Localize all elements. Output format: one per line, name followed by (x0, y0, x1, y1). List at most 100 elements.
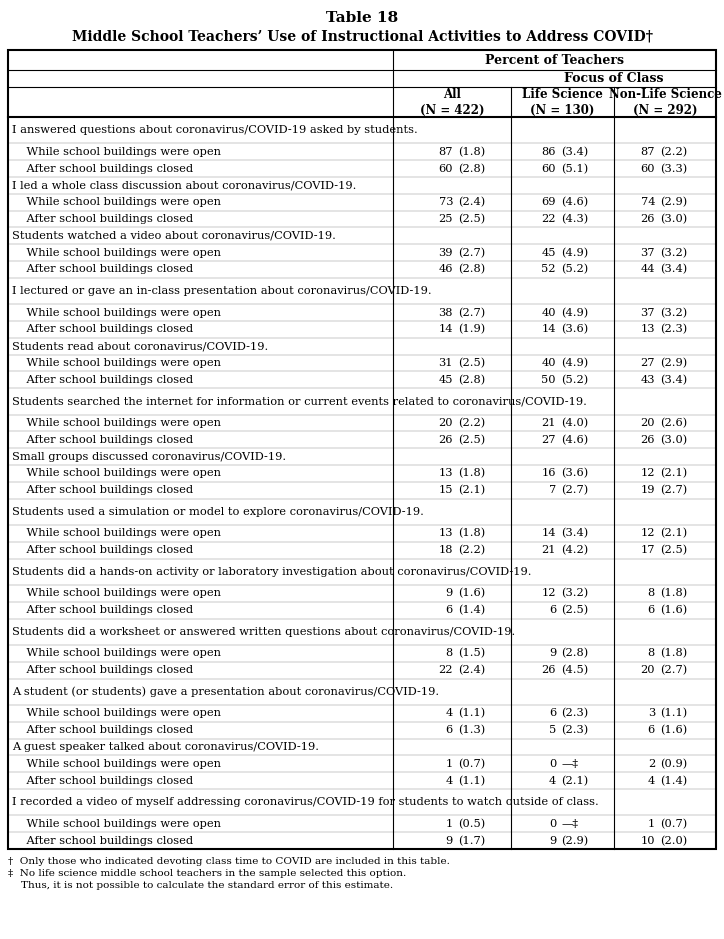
Text: —‡: —‡ (561, 819, 578, 829)
Text: (2.7): (2.7) (458, 307, 485, 317)
Text: 45: 45 (439, 375, 453, 385)
Text: While school buildings were open: While school buildings were open (12, 358, 221, 368)
Text: (1.1): (1.1) (660, 708, 687, 718)
Text: (2.5): (2.5) (660, 545, 687, 555)
Text: While school buildings were open: While school buildings were open (12, 649, 221, 658)
Text: (2.3): (2.3) (660, 324, 687, 334)
Text: Non-Life Science
(N = 292): Non-Life Science (N = 292) (609, 87, 721, 116)
Text: 7: 7 (549, 485, 556, 495)
Text: (2.5): (2.5) (458, 358, 485, 368)
Text: After school buildings closed: After school buildings closed (12, 836, 193, 846)
Text: (4.6): (4.6) (561, 435, 588, 445)
Text: (2.3): (2.3) (561, 725, 588, 735)
Text: After school buildings closed: After school buildings closed (12, 485, 193, 495)
Text: 50: 50 (542, 375, 556, 385)
Text: (3.4): (3.4) (561, 529, 588, 539)
Text: (1.6): (1.6) (458, 588, 485, 598)
Text: 4: 4 (446, 708, 453, 718)
Text: Students did a hands-on activity or laboratory investigation about coronavirus/C: Students did a hands-on activity or labo… (12, 567, 531, 577)
Text: Middle School Teachers’ Use of Instructional Activities to Address COVID†: Middle School Teachers’ Use of Instructi… (72, 29, 652, 43)
Text: (4.2): (4.2) (561, 545, 588, 555)
Text: 9: 9 (446, 836, 453, 846)
Text: 60: 60 (641, 163, 655, 174)
Text: (3.4): (3.4) (660, 375, 687, 385)
Text: A student (or students) gave a presentation about coronavirus/COVID-19.: A student (or students) gave a presentat… (12, 686, 439, 697)
Text: (0.5): (0.5) (458, 819, 485, 829)
Text: After school buildings closed: After school buildings closed (12, 324, 193, 334)
Text: —‡: —‡ (561, 759, 578, 769)
Text: (1.8): (1.8) (458, 469, 485, 479)
Text: Students watched a video about coronavirus/COVID-19.: Students watched a video about coronavir… (12, 231, 336, 240)
Text: 2: 2 (648, 759, 655, 769)
Text: (2.3): (2.3) (561, 708, 588, 718)
Text: Thus, it is not possible to calculate the standard error of this estimate.: Thus, it is not possible to calculate th… (8, 882, 393, 890)
Text: 74: 74 (641, 197, 655, 208)
Text: 9: 9 (549, 649, 556, 658)
Text: Focus of Class: Focus of Class (564, 72, 663, 85)
Text: 19: 19 (641, 485, 655, 495)
Text: (1.7): (1.7) (458, 836, 485, 846)
Text: (1.1): (1.1) (458, 776, 485, 786)
Text: 4: 4 (549, 776, 556, 786)
Text: (2.8): (2.8) (561, 648, 588, 658)
Text: 40: 40 (542, 308, 556, 317)
Text: 14: 14 (542, 324, 556, 334)
Text: 5: 5 (549, 725, 556, 735)
Text: 86: 86 (542, 146, 556, 157)
Text: 16: 16 (542, 469, 556, 478)
Text: I led a whole class discussion about coronavirus/COVID-19.: I led a whole class discussion about cor… (12, 180, 356, 191)
Text: 12: 12 (641, 469, 655, 478)
Text: (2.9): (2.9) (660, 358, 687, 368)
Text: 27: 27 (641, 358, 655, 368)
Text: Percent of Teachers: Percent of Teachers (485, 54, 624, 67)
Text: After school buildings closed: After school buildings closed (12, 214, 193, 224)
Text: 22: 22 (439, 665, 453, 675)
Text: After school buildings closed: After school buildings closed (12, 606, 193, 615)
Text: 4: 4 (446, 776, 453, 786)
Text: (2.2): (2.2) (660, 146, 687, 157)
Text: 6: 6 (446, 725, 453, 735)
Text: While school buildings were open: While school buildings were open (12, 248, 221, 257)
Text: (1.4): (1.4) (458, 605, 485, 615)
Text: (2.7): (2.7) (561, 485, 588, 496)
Text: (2.7): (2.7) (660, 665, 687, 675)
Text: 46: 46 (439, 265, 453, 274)
Text: 37: 37 (641, 248, 655, 257)
Text: (2.7): (2.7) (660, 485, 687, 496)
Text: 8: 8 (446, 649, 453, 658)
Text: (4.0): (4.0) (561, 418, 588, 428)
Text: 9: 9 (446, 589, 453, 598)
Text: While school buildings were open: While school buildings were open (12, 146, 221, 157)
Text: (1.6): (1.6) (660, 725, 687, 735)
Text: (4.6): (4.6) (561, 197, 588, 208)
Text: (5.2): (5.2) (561, 264, 588, 274)
Text: 52: 52 (542, 265, 556, 274)
Text: (2.8): (2.8) (458, 375, 485, 385)
Text: (2.1): (2.1) (660, 469, 687, 479)
Text: (1.9): (1.9) (458, 324, 485, 334)
Text: 43: 43 (641, 375, 655, 385)
Text: While school buildings were open: While school buildings were open (12, 308, 221, 317)
Text: A guest speaker talked about coronavirus/COVID-19.: A guest speaker talked about coronavirus… (12, 742, 319, 752)
Text: 6: 6 (648, 725, 655, 735)
Text: 20: 20 (641, 418, 655, 428)
Text: (1.6): (1.6) (660, 605, 687, 615)
Text: (0.7): (0.7) (660, 819, 687, 829)
Text: (2.5): (2.5) (561, 605, 588, 615)
Text: (1.1): (1.1) (458, 708, 485, 718)
Text: 14: 14 (439, 324, 453, 334)
Text: Table 18: Table 18 (326, 11, 398, 25)
Text: (4.5): (4.5) (561, 665, 588, 675)
Text: 13: 13 (641, 324, 655, 334)
Text: 6: 6 (549, 606, 556, 615)
Text: 4: 4 (648, 776, 655, 786)
Bar (8, 50, 716, 849)
Text: After school buildings closed: After school buildings closed (12, 265, 193, 274)
Text: While school buildings were open: While school buildings were open (12, 759, 221, 769)
Text: 12: 12 (542, 589, 556, 598)
Text: After school buildings closed: After school buildings closed (12, 375, 193, 385)
Text: After school buildings closed: After school buildings closed (12, 546, 193, 555)
Text: 69: 69 (542, 197, 556, 208)
Text: 18: 18 (439, 546, 453, 555)
Text: 21: 21 (542, 418, 556, 428)
